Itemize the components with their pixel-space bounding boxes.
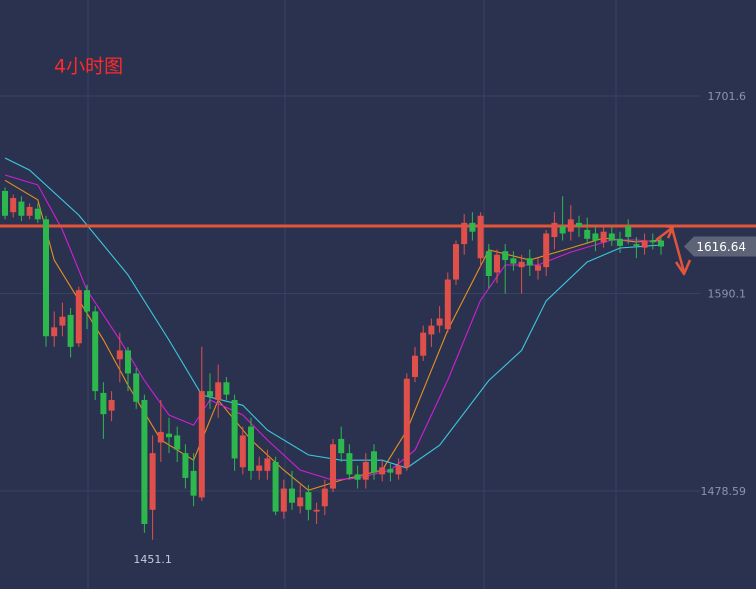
candle-body	[59, 316, 66, 326]
candle-body	[26, 206, 33, 216]
candle-body	[444, 279, 451, 330]
candle-body	[34, 208, 41, 220]
candle-body	[157, 431, 164, 443]
candle-body	[215, 382, 222, 400]
candle-body	[190, 470, 197, 496]
candle-body	[510, 258, 517, 264]
candle-body	[100, 392, 107, 415]
candle-body	[239, 435, 246, 468]
candle-body	[280, 488, 287, 512]
low-label: 1451.1	[133, 553, 172, 566]
candle-body	[141, 399, 148, 524]
candle-body	[584, 229, 591, 239]
candle-body	[92, 311, 99, 392]
candle-body	[461, 222, 468, 245]
candle-body	[256, 465, 263, 471]
candle-body	[576, 222, 582, 227]
candle-body	[10, 198, 17, 213]
candle-body	[330, 444, 336, 489]
candle-body	[567, 219, 574, 232]
candle-body	[2, 190, 8, 216]
candle-body	[231, 399, 238, 459]
candle-body	[428, 325, 435, 335]
candle-body	[436, 318, 443, 326]
candle-body	[207, 391, 213, 397]
candle-body	[18, 201, 25, 216]
candle-body	[641, 240, 648, 248]
candle-body	[264, 458, 271, 471]
candle-body	[43, 219, 49, 337]
candle-body	[174, 435, 181, 450]
candle-body	[535, 265, 541, 271]
candle-body	[313, 509, 320, 512]
candle-body	[125, 350, 131, 374]
candle-body	[551, 222, 558, 238]
ma-line	[4, 179, 662, 491]
overlay: 1701.6 1590.1 1478.59 1451.1 1616.64	[133, 90, 756, 566]
candle-body	[84, 290, 90, 312]
candle-body	[412, 355, 418, 377]
y-tick-label: 1701.6	[708, 90, 747, 103]
candle-body	[198, 391, 205, 498]
candle-body	[502, 251, 509, 261]
candle-body	[608, 233, 615, 241]
candle-body	[248, 426, 254, 471]
candle-body	[494, 254, 500, 273]
candle-body	[338, 438, 345, 454]
candle-body	[321, 488, 328, 507]
last-price-label: 1616.64	[696, 240, 746, 254]
candle-body	[297, 497, 304, 507]
y-tick-label: 1478.59	[701, 485, 747, 498]
candle-body	[272, 461, 279, 512]
candle-body	[453, 244, 459, 280]
candle-body	[518, 261, 525, 268]
candle-body	[387, 469, 394, 473]
candles	[2, 187, 664, 540]
arrow	[655, 224, 692, 276]
chart-title: 4小时图	[54, 56, 123, 78]
candle-body	[166, 433, 172, 438]
candle-body	[371, 451, 377, 473]
candle-body	[526, 258, 533, 266]
candle-body	[116, 350, 123, 360]
candle-body	[149, 453, 156, 510]
candle-body	[379, 467, 386, 475]
candle-body	[362, 461, 369, 480]
candle-body	[625, 226, 632, 238]
y-tick-label: 1590.1	[708, 288, 747, 301]
candle-body	[289, 488, 295, 503]
candle-body	[133, 373, 140, 402]
candle-body	[354, 474, 361, 480]
last-price-tag	[684, 236, 756, 257]
candle-body	[543, 233, 550, 268]
candle-body	[67, 314, 74, 347]
candle-body	[633, 244, 640, 246]
candle-body	[403, 378, 410, 468]
candle-body	[395, 465, 402, 475]
grid	[0, 95, 700, 492]
candle-body	[108, 399, 115, 411]
candle-body	[420, 332, 427, 356]
candle-body	[617, 238, 623, 246]
candle-body	[346, 453, 353, 475]
candle-body	[649, 240, 656, 243]
candle-body	[223, 382, 230, 395]
candle-body	[559, 226, 566, 234]
candle-body	[477, 215, 484, 259]
candle-body	[592, 233, 599, 241]
candle-body	[469, 222, 476, 232]
candle-body	[658, 240, 664, 247]
candle-body	[485, 251, 492, 276]
candle-body	[182, 453, 189, 478]
candle-body	[305, 492, 312, 510]
candle-body	[600, 231, 607, 243]
candle-body	[75, 290, 82, 344]
candle-body	[51, 327, 58, 337]
